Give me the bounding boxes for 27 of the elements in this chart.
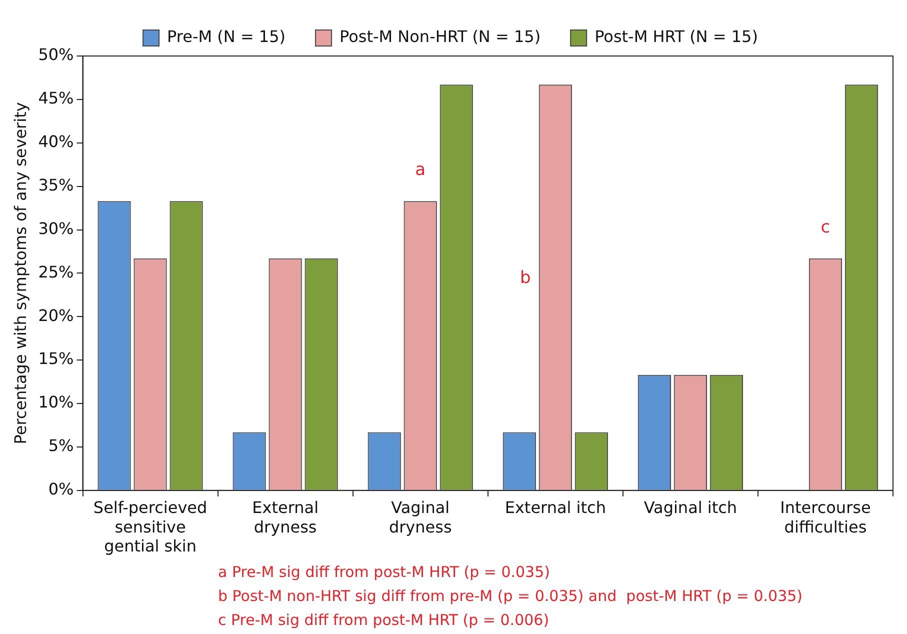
y-tick-label: 15% [38, 349, 74, 368]
x-tick-label: Vaginal dryness [388, 498, 452, 536]
y-tick-label: 25% [38, 262, 74, 282]
y-tick-label: 40% [38, 132, 74, 152]
legend-label: Pre-M (N = 15) [167, 27, 286, 46]
x-tick-label: External dryness [252, 498, 319, 536]
x-tick-label: Intercourse difficulties [780, 498, 871, 536]
text: a Pre-M sig diff from post-M HRT (p = 0.035) [218, 562, 551, 583]
text: b Post-M non-HRT sig diff from pre-M (p = 0.035) and post-M HRT (p = 0.035) [218, 586, 803, 607]
text: c Pre-M sig diff from post-M HRT (p = 0.006) [218, 610, 550, 631]
y-tick-label: 10% [38, 392, 74, 412]
data-label: c [820, 217, 830, 238]
y-tick-label: 45% [38, 88, 74, 108]
y-tick-label: 20% [38, 306, 74, 325]
y-tick-label: 30% [38, 218, 74, 238]
y-tick-label: 35% [38, 175, 74, 194]
y-tick-label: 0% [48, 480, 74, 499]
y-axis-title: Percentage with symptoms of any severity [10, 102, 30, 444]
x-tick-label: Vaginal itch [644, 498, 738, 518]
x-tick-label: Self-percieved sensitive gential skin [93, 498, 208, 556]
legend-label: Post-M HRT (N = 15) [594, 27, 758, 46]
data-label: a [415, 160, 426, 180]
x-tick-label: External itch [504, 498, 606, 518]
y-tick-label: 50% [38, 45, 74, 64]
y-tick-label: 5% [48, 436, 74, 456]
data-label: b [520, 268, 531, 288]
legend-label: Post-M Non-HRT (N = 15) [340, 27, 541, 46]
